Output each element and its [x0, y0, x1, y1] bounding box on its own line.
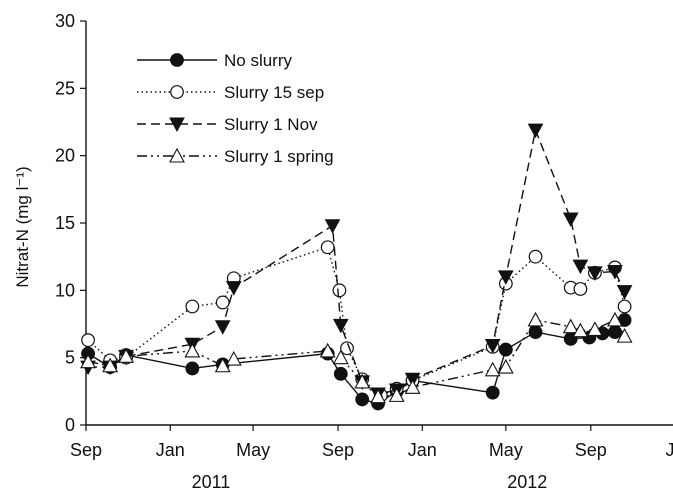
data-point: [484, 361, 501, 377]
series-no-slurry: [81, 313, 632, 411]
data-point: [562, 212, 579, 228]
data-point: [572, 259, 589, 275]
legend-item-slurry-1-nov: Slurry 1 Nov: [137, 115, 318, 134]
data-point: [225, 281, 242, 296]
data-point: [102, 357, 119, 373]
data-point: [320, 240, 335, 255]
legend-item-no-slurry: No slurry: [137, 51, 293, 70]
data-point: [528, 249, 543, 264]
series-line: [87, 246, 626, 397]
data-point: [185, 361, 200, 376]
x-tick-label: Sep: [575, 440, 607, 460]
data-point: [497, 358, 514, 374]
x-tick-label: Jan: [156, 440, 185, 460]
legend: No slurry Slurry 15 sep Slurry 1 Nov Slurry…: [137, 51, 334, 166]
data-point: [332, 318, 349, 334]
x-tick-label: May: [236, 440, 270, 460]
x-tick-label: Ja: [665, 440, 673, 460]
series-slurry-1-spring: [80, 311, 633, 404]
legend-item-slurry-1-spring: Slurry 1 spring: [137, 147, 334, 166]
y-tick-label: 20: [55, 146, 75, 166]
data-point: [572, 322, 589, 338]
data-point: [608, 325, 622, 339]
data-point: [527, 311, 544, 327]
data-point: [340, 341, 354, 356]
data-point: [81, 333, 95, 348]
legend-label: Slurry 15 sep: [224, 83, 324, 102]
data-point: [607, 264, 623, 280]
data-point: [562, 318, 579, 334]
data-point: [184, 342, 201, 358]
data-point: [332, 349, 349, 365]
data-point: [215, 295, 230, 310]
data-point: [319, 342, 336, 358]
year-label: 2012: [507, 472, 547, 492]
data-point: [333, 366, 348, 381]
data-point: [617, 299, 632, 314]
data-point: [607, 311, 623, 327]
data-point: [587, 266, 603, 281]
axes: 0 5 10 15 20 25 30 Sep Jan May Sep Jan May Sep Ja 2011 2…: [55, 11, 673, 492]
x-tick-label: Sep: [322, 440, 354, 460]
data-point: [527, 123, 544, 139]
x-tick-label: May: [489, 440, 523, 460]
data-point: [332, 283, 347, 298]
data-point: [616, 327, 633, 343]
data-point: [324, 219, 341, 234]
series-group: [80, 123, 633, 411]
data-point: [485, 385, 500, 400]
legend-marker: [169, 117, 185, 133]
y-tick-label: 30: [55, 11, 75, 31]
data-point: [616, 285, 633, 300]
data-point: [214, 320, 231, 335]
data-point: [573, 282, 588, 296]
data-point: [586, 321, 603, 336]
y-tick-label: 5: [65, 348, 75, 368]
legend-marker: [169, 147, 185, 163]
y-tick-label: 15: [55, 213, 75, 233]
data-point: [370, 388, 387, 404]
data-point: [388, 387, 405, 402]
y-tick-label: 25: [55, 78, 75, 98]
legend-marker: [170, 53, 184, 67]
legend-marker: [170, 85, 184, 99]
y-tick-label: 10: [55, 280, 75, 300]
data-point: [354, 373, 371, 389]
x-tick-label: Jan: [408, 440, 437, 460]
data-point: [404, 379, 421, 394]
legend-label: Slurry 1 Nov: [224, 115, 318, 134]
series-line: [88, 127, 626, 395]
data-point: [498, 342, 513, 357]
x-tick-label: Sep: [70, 440, 102, 460]
legend-item-slurry-15-sep: Slurry 15 sep: [137, 83, 324, 102]
series-slurry-1-nov: [80, 123, 633, 403]
series-line: [87, 319, 626, 405]
data-point: [80, 353, 96, 369]
data-point: [497, 270, 514, 285]
data-point: [484, 339, 501, 354]
legend-label: No slurry: [224, 51, 293, 70]
y-tick-label: 0: [65, 415, 75, 435]
y-axis-title: Nitrat-N (mg l⁻¹): [13, 166, 32, 287]
data-point: [225, 350, 242, 366]
data-point: [355, 392, 370, 407]
data-point: [118, 348, 134, 363]
year-label: 2011: [192, 472, 231, 492]
data-point: [185, 299, 200, 314]
legend-label: Slurry 1 spring: [224, 147, 334, 166]
